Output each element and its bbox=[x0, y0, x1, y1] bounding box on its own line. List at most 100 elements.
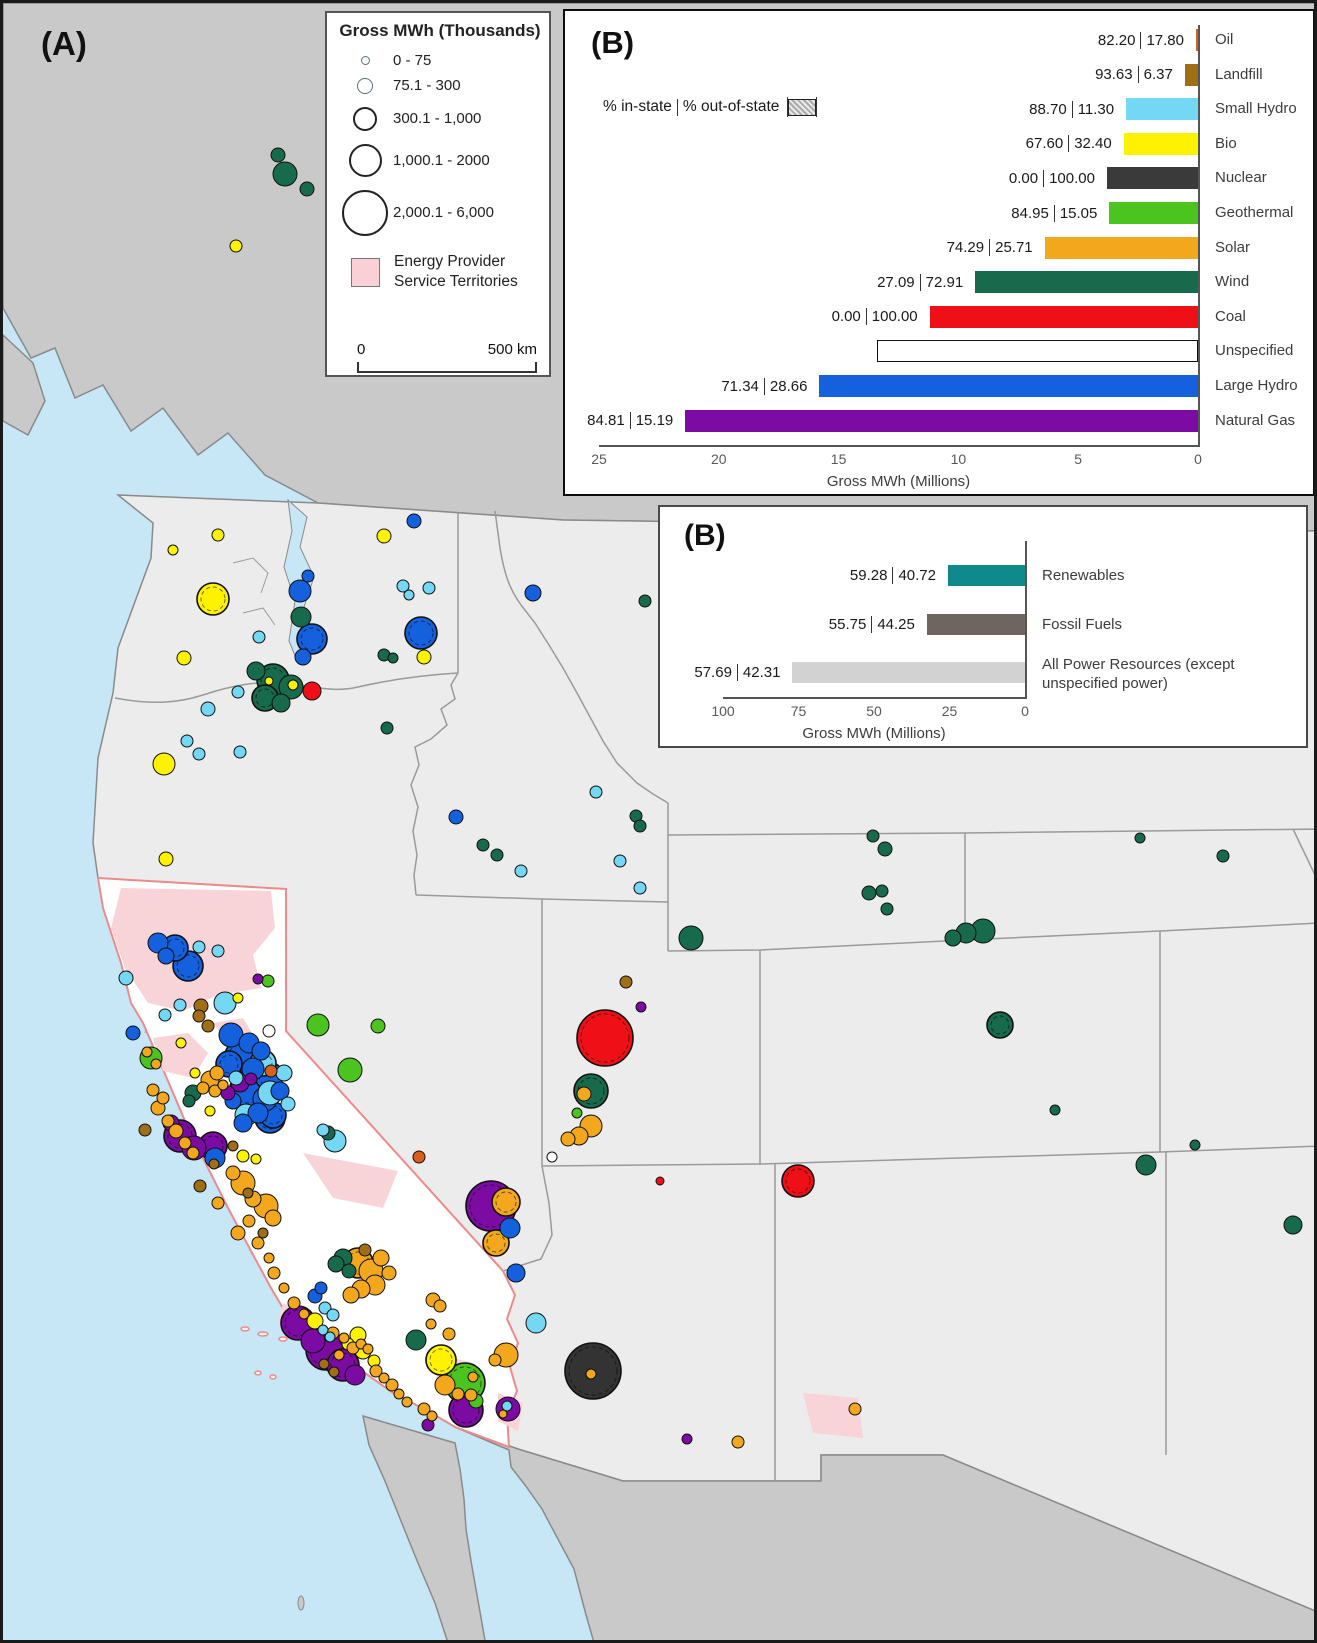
bar-oil bbox=[1196, 29, 1198, 51]
category-label: Coal bbox=[1215, 307, 1246, 325]
plant-circle-solar bbox=[426, 1410, 438, 1422]
legend-in-state: % in-state bbox=[603, 98, 672, 115]
category-label: Large Hydro bbox=[1215, 377, 1298, 394]
bar-coal bbox=[929, 305, 1198, 328]
out-of-state-value: 44.25 bbox=[877, 615, 915, 633]
in-state-value: 55.75 bbox=[828, 615, 867, 633]
bar-unspecified bbox=[876, 340, 1198, 363]
in-state-value: 84.95 bbox=[1011, 204, 1049, 222]
scale-bar: 0 500 km bbox=[357, 341, 537, 373]
out-of-state-value: 15.05 bbox=[1059, 204, 1098, 222]
size-class-circle bbox=[357, 77, 373, 94]
plant-circle-bio bbox=[250, 1153, 262, 1165]
plant-circle-solar bbox=[242, 1214, 256, 1228]
out-of-state-value: 25.71 bbox=[995, 239, 1033, 257]
x-tick: 75 bbox=[790, 703, 807, 719]
plant-circle-wind bbox=[290, 606, 312, 628]
plant-circle-wind bbox=[875, 884, 889, 898]
scale-start: 0 bbox=[357, 341, 366, 358]
plant-circle-landfill bbox=[192, 1009, 206, 1023]
plant-circle-landfill bbox=[358, 1243, 372, 1257]
plant-circle-wind bbox=[387, 652, 399, 664]
plant-circle-small_hydro bbox=[633, 881, 647, 895]
plant-circle-ring bbox=[580, 1013, 630, 1063]
plant-circle-solar bbox=[464, 1388, 478, 1402]
out-of-state-value: 15.19 bbox=[635, 412, 674, 430]
size-class-circle bbox=[360, 55, 370, 65]
plant-circle-natural_gas bbox=[252, 973, 264, 985]
plant-circle-wind bbox=[327, 1255, 345, 1273]
plant-circle-small_hydro bbox=[211, 944, 225, 958]
plant-circle-small_hydro bbox=[213, 991, 237, 1015]
plant-circle-solar bbox=[848, 1402, 862, 1416]
bar-values: 82.20 17.80 bbox=[1098, 29, 1184, 51]
plant-circle-solar bbox=[362, 1343, 374, 1355]
plant-circle-geothermal bbox=[337, 1057, 363, 1083]
out-of-state-value: 32.40 bbox=[1074, 135, 1112, 153]
plant-circle-geothermal bbox=[306, 1013, 330, 1037]
plant-circle-small_hydro bbox=[317, 1324, 329, 1336]
bar-small-hydro bbox=[1126, 98, 1198, 121]
x-tick: 20 bbox=[711, 451, 727, 467]
plant-circle-solar bbox=[731, 1435, 745, 1449]
plant-circle-ring bbox=[300, 627, 324, 651]
category-label: Unspecified bbox=[1215, 342, 1294, 360]
chart1-legend: % in-state % out-of-state bbox=[603, 97, 818, 117]
plant-circle-large_hydro bbox=[499, 1217, 521, 1239]
plant-circle-wind bbox=[299, 181, 315, 197]
legend-circle-col bbox=[337, 189, 393, 236]
in-state-value: 57.69 bbox=[694, 664, 732, 681]
bar-values: 67.60 32.40 bbox=[1026, 133, 1112, 155]
plant-circle-bio bbox=[167, 544, 179, 556]
plant-circle-wind bbox=[1189, 1139, 1201, 1151]
plant-circle-solar bbox=[381, 1265, 397, 1281]
plant-circle-solar bbox=[467, 1371, 479, 1383]
region-baja-california bbox=[362, 1414, 486, 1640]
chart1-xlabel: Gross MWh (Millions) bbox=[826, 473, 971, 490]
plant-circle-solar bbox=[141, 1046, 153, 1058]
plant-circle-small_hydro bbox=[514, 864, 528, 878]
plant-circle-landfill bbox=[193, 1179, 207, 1193]
plant-circle-solar bbox=[385, 1378, 399, 1392]
plant-circle-solar bbox=[146, 1083, 160, 1097]
bar-values: 84.95 15.05 bbox=[1011, 202, 1097, 224]
plant-circle-small_hydro bbox=[158, 1008, 172, 1022]
plant-circle-solar bbox=[576, 1086, 592, 1102]
plant-circle-small_hydro bbox=[173, 998, 187, 1012]
plant-circle-large_hydro bbox=[404, 616, 438, 650]
plant-circle-large_hydro bbox=[251, 1041, 271, 1061]
plant-circle-wind bbox=[678, 925, 704, 951]
plant-circle-landfill bbox=[201, 1019, 215, 1033]
x-tick: 25 bbox=[591, 451, 607, 467]
plant-circle-unspecified bbox=[262, 1024, 276, 1038]
plant-circle-wind bbox=[490, 848, 504, 862]
in-state-value: 71.34 bbox=[721, 377, 759, 395]
plant-circle-wind bbox=[877, 841, 893, 857]
plant-circle-ring bbox=[568, 1346, 618, 1396]
legend-circle-col bbox=[337, 55, 393, 65]
bar-fossil-fuels bbox=[926, 613, 1025, 635]
plant-circle-small_hydro bbox=[396, 579, 410, 593]
plant-circle-solar bbox=[378, 1372, 390, 1384]
plant-circle-bio bbox=[189, 1067, 201, 1079]
plant-circle-solar bbox=[393, 1388, 405, 1400]
plant-circle-large_hydro bbox=[288, 579, 312, 603]
region-mexico bbox=[454, 1426, 1314, 1640]
x-tick: 25 bbox=[941, 703, 958, 719]
legend-size-row: 300.1 - 1,000 bbox=[337, 100, 543, 137]
in-state-value: 67.60 bbox=[1025, 135, 1064, 153]
plant-circle-wind bbox=[880, 902, 894, 916]
legend-circle-col bbox=[337, 77, 393, 94]
legend-out-of-state: % out-of-state bbox=[682, 98, 780, 115]
legend-size-row: 0 - 75 bbox=[337, 49, 543, 71]
plant-circle-solar bbox=[372, 1249, 390, 1267]
plant-circle-wind bbox=[861, 885, 877, 901]
plant-circle-solar bbox=[278, 1282, 290, 1294]
plant-circle-solar bbox=[186, 1146, 200, 1160]
size-class-label: 1,000.1 - 2000 bbox=[393, 151, 490, 169]
plant-circle-large_hydro bbox=[147, 932, 169, 954]
plant-circle-bio bbox=[204, 1105, 216, 1117]
plant-circle-ring bbox=[429, 1348, 453, 1372]
plant-circle-bio bbox=[158, 851, 174, 867]
plant-circle-solar bbox=[211, 1196, 225, 1210]
